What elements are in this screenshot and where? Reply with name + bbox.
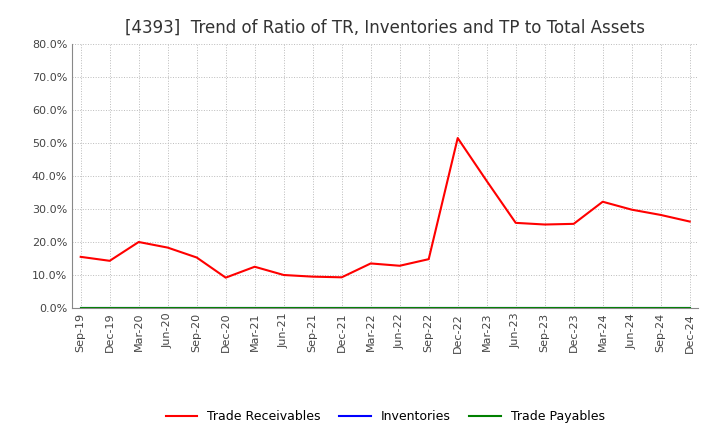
Trade Payables bbox=[570, 305, 578, 311]
Inventories bbox=[192, 305, 201, 311]
Trade Receivables bbox=[598, 199, 607, 204]
Trade Receivables bbox=[251, 264, 259, 269]
Trade Payables bbox=[598, 305, 607, 311]
Trade Receivables bbox=[163, 245, 172, 250]
Trade Receivables bbox=[685, 219, 694, 224]
Trade Payables bbox=[657, 305, 665, 311]
Trade Payables bbox=[627, 305, 636, 311]
Trade Receivables bbox=[395, 263, 404, 268]
Title: [4393]  Trend of Ratio of TR, Inventories and TP to Total Assets: [4393] Trend of Ratio of TR, Inventories… bbox=[125, 19, 645, 37]
Trade Receivables bbox=[279, 272, 288, 278]
Trade Receivables bbox=[76, 254, 85, 260]
Inventories bbox=[163, 305, 172, 311]
Trade Receivables bbox=[454, 136, 462, 141]
Legend: Trade Receivables, Inventories, Trade Payables: Trade Receivables, Inventories, Trade Pa… bbox=[161, 406, 610, 429]
Trade Payables bbox=[105, 305, 114, 311]
Inventories bbox=[308, 305, 317, 311]
Inventories bbox=[570, 305, 578, 311]
Inventories bbox=[627, 305, 636, 311]
Trade Receivables bbox=[482, 178, 491, 183]
Inventories bbox=[482, 305, 491, 311]
Trade Payables bbox=[251, 305, 259, 311]
Trade Receivables bbox=[338, 275, 346, 280]
Inventories bbox=[76, 305, 85, 311]
Trade Receivables bbox=[135, 239, 143, 245]
Trade Payables bbox=[221, 305, 230, 311]
Trade Payables bbox=[135, 305, 143, 311]
Trade Receivables bbox=[511, 220, 520, 225]
Trade Receivables bbox=[308, 274, 317, 279]
Trade Payables bbox=[366, 305, 375, 311]
Trade Payables bbox=[685, 305, 694, 311]
Trade Receivables bbox=[570, 221, 578, 227]
Inventories bbox=[279, 305, 288, 311]
Trade Payables bbox=[454, 305, 462, 311]
Inventories bbox=[511, 305, 520, 311]
Trade Payables bbox=[279, 305, 288, 311]
Inventories bbox=[454, 305, 462, 311]
Inventories bbox=[541, 305, 549, 311]
Inventories bbox=[685, 305, 694, 311]
Inventories bbox=[221, 305, 230, 311]
Trade Payables bbox=[308, 305, 317, 311]
Trade Payables bbox=[338, 305, 346, 311]
Trade Payables bbox=[541, 305, 549, 311]
Trade Receivables bbox=[221, 275, 230, 280]
Inventories bbox=[657, 305, 665, 311]
Inventories bbox=[366, 305, 375, 311]
Trade Receivables bbox=[105, 258, 114, 264]
Trade Payables bbox=[76, 305, 85, 311]
Trade Receivables bbox=[541, 222, 549, 227]
Inventories bbox=[338, 305, 346, 311]
Inventories bbox=[135, 305, 143, 311]
Trade Receivables bbox=[192, 255, 201, 260]
Trade Payables bbox=[482, 305, 491, 311]
Trade Receivables bbox=[366, 261, 375, 266]
Inventories bbox=[395, 305, 404, 311]
Line: Trade Receivables: Trade Receivables bbox=[81, 138, 690, 278]
Trade Receivables bbox=[424, 257, 433, 262]
Inventories bbox=[424, 305, 433, 311]
Inventories bbox=[598, 305, 607, 311]
Trade Payables bbox=[192, 305, 201, 311]
Inventories bbox=[105, 305, 114, 311]
Trade Payables bbox=[424, 305, 433, 311]
Trade Payables bbox=[511, 305, 520, 311]
Trade Payables bbox=[163, 305, 172, 311]
Inventories bbox=[251, 305, 259, 311]
Trade Payables bbox=[395, 305, 404, 311]
Trade Receivables bbox=[657, 213, 665, 218]
Trade Receivables bbox=[627, 207, 636, 212]
